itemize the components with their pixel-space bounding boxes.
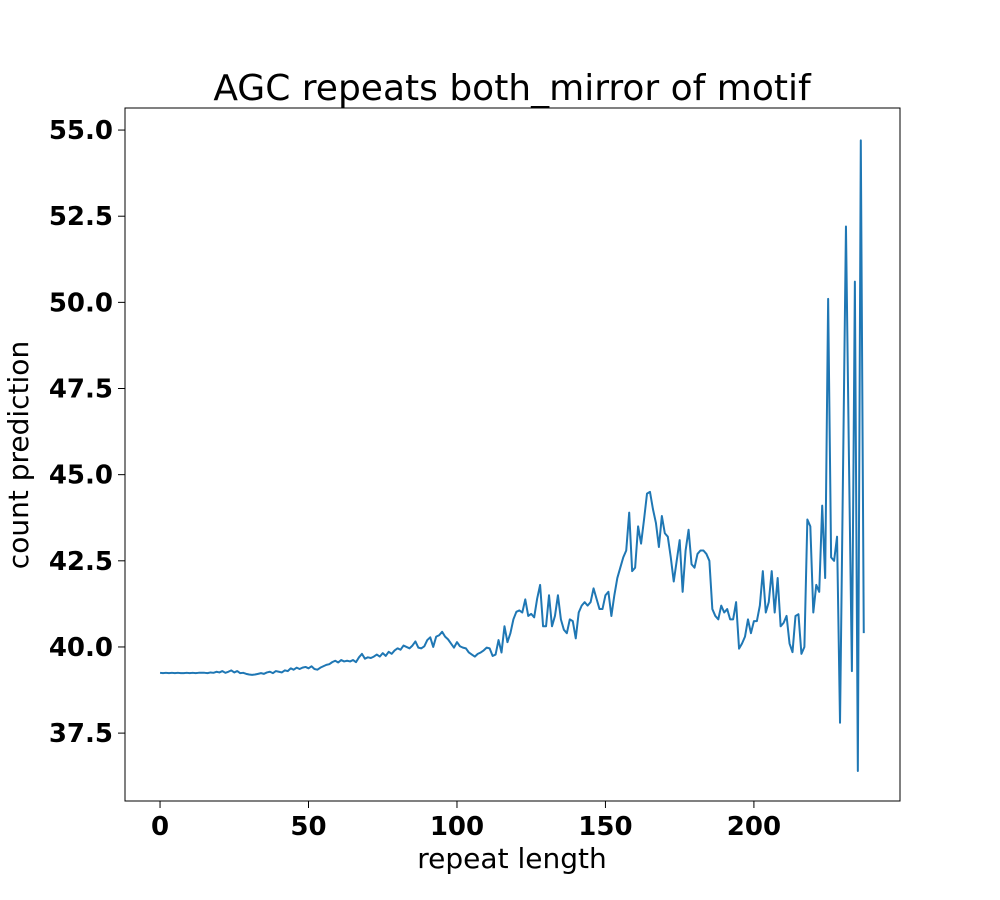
x-tick-label: 0 [151,812,169,842]
plot-frame [124,107,901,802]
y-tick-label: 47.5 [49,375,113,405]
y-axis-label: count prediction [2,341,35,569]
y-tick-label: 37.5 [49,719,113,749]
x-tick-label: 150 [578,812,632,842]
x-tick-label: 100 [430,812,484,842]
x-tick-label: 200 [727,812,781,842]
x-tick-label: 50 [290,812,326,842]
line-series [159,139,865,773]
y-tick-label: 50.0 [49,288,113,318]
y-tick-label: 52.5 [49,202,113,232]
chart-title: AGC repeats both_mirror of motif [213,68,812,109]
y-tick-label: 45.0 [49,461,113,491]
y-tick-label: 40.0 [49,633,113,663]
y-tick-label: 55.0 [49,116,113,146]
y-tick-label: 42.5 [49,547,113,577]
x-axis-label: repeat length [417,842,606,875]
